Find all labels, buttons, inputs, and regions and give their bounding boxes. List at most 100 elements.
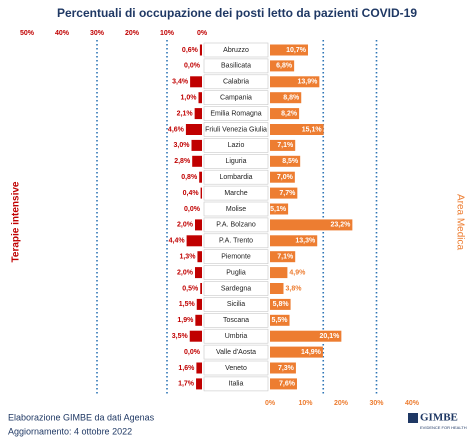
category-box <box>203 265 269 280</box>
x-tick-label: 20% <box>125 30 140 37</box>
bar <box>186 235 202 247</box>
bar <box>270 171 295 183</box>
bar <box>200 283 202 294</box>
bar <box>270 314 290 326</box>
category-box <box>203 328 269 344</box>
value-label: 0,4% <box>183 190 200 197</box>
category-label: Lazio <box>228 142 245 149</box>
bar <box>270 298 291 310</box>
bar <box>270 92 302 104</box>
left-side-title: Terapie intensive <box>11 181 22 262</box>
value-label: 5,8% <box>273 301 290 308</box>
value-label: 0,0% <box>184 206 201 213</box>
category-label: P.A. Bolzano <box>216 222 256 229</box>
bar <box>270 60 295 72</box>
value-label: 8,8% <box>283 95 300 102</box>
category-box <box>203 169 269 185</box>
x2-tick-label: 40% <box>405 400 420 407</box>
category-label: Abruzzo <box>223 47 249 54</box>
category-label: Basilicata <box>221 63 251 70</box>
value-label: 1,5% <box>179 301 196 308</box>
category-label: Puglia <box>226 269 246 276</box>
bar <box>270 108 300 120</box>
value-label: 3,8% <box>285 285 302 292</box>
x-tick-label: 30% <box>90 30 105 37</box>
category-box <box>203 360 269 376</box>
value-label: 14,9% <box>301 349 322 356</box>
bar <box>270 203 289 215</box>
bar <box>199 171 202 183</box>
category-label: Liguria <box>225 158 246 165</box>
logo-tagline: EVIDENCE FOR HEALTH <box>420 425 467 430</box>
value-label: 5,5% <box>272 317 289 324</box>
bar <box>270 76 320 88</box>
logo-icon <box>408 413 418 423</box>
bar <box>196 362 202 374</box>
category-box <box>203 217 269 233</box>
value-label: 10,7% <box>286 47 307 54</box>
value-label: 20,1% <box>319 333 340 340</box>
category-label: Lombardia <box>219 174 252 181</box>
category-box <box>203 281 269 296</box>
bar <box>199 44 202 56</box>
bar <box>270 124 324 135</box>
value-label: 7,7% <box>279 190 296 197</box>
logo-name: GIMBE <box>420 412 458 424</box>
value-label: 2,1% <box>177 110 194 117</box>
bar <box>189 330 202 342</box>
bar <box>270 267 288 279</box>
value-label: 3,0% <box>174 142 191 149</box>
category-label: Marche <box>224 190 247 197</box>
bar <box>196 378 202 390</box>
category-box <box>203 312 269 328</box>
bar <box>270 219 353 231</box>
value-label: 2,0% <box>177 269 194 276</box>
bar <box>190 76 202 88</box>
category-label: Valle d'Aosta <box>216 349 256 356</box>
bar <box>196 298 202 310</box>
bar <box>270 362 296 374</box>
category-box <box>203 58 269 74</box>
value-label: 0,8% <box>181 174 198 181</box>
bar <box>270 283 284 294</box>
x-tick-label: 40% <box>55 30 70 37</box>
category-label: Italia <box>229 381 244 388</box>
bar <box>270 139 296 151</box>
x-tick-label: 10% <box>160 30 175 37</box>
bar <box>270 346 323 358</box>
category-box <box>203 42 269 58</box>
bar <box>191 139 202 151</box>
value-label: 7,1% <box>277 142 294 149</box>
category-label: Sicilia <box>227 301 245 308</box>
value-label: 6,8% <box>276 63 293 70</box>
value-label: 8,5% <box>282 158 299 165</box>
bar <box>270 378 297 390</box>
bar <box>185 124 202 135</box>
value-label: 4,9% <box>289 269 306 276</box>
value-label: 4,6% <box>168 126 185 133</box>
category-box <box>203 122 269 137</box>
value-label: 13,3% <box>295 238 316 245</box>
bar <box>195 219 202 231</box>
category-box <box>203 249 269 264</box>
x-tick-label: 50% <box>20 30 35 37</box>
value-label: 3,4% <box>172 79 189 86</box>
footer-line: Aggiornamento: 4 ottobre 2022 <box>8 426 132 436</box>
bar <box>270 155 301 167</box>
logo: GIMBE EVIDENCE FOR HEALTH <box>408 412 467 430</box>
category-label: Veneto <box>225 365 247 372</box>
value-label: 1,7% <box>178 381 195 388</box>
right-side-title: Area Medica <box>454 194 465 251</box>
category-label: Umbria <box>225 333 248 340</box>
value-label: 1,0% <box>181 95 198 102</box>
value-label: 23,2% <box>331 222 352 229</box>
category-label: Emilia Romagna <box>210 110 261 117</box>
value-label: 0,0% <box>184 63 201 70</box>
value-label: 7,6% <box>279 381 296 388</box>
category-label: Friuli Venezia Giulia <box>205 126 267 133</box>
bar <box>200 187 202 199</box>
category-label: Toscana <box>223 317 249 324</box>
category-box <box>203 138 269 153</box>
category-box <box>203 74 269 90</box>
category-box <box>203 376 269 392</box>
